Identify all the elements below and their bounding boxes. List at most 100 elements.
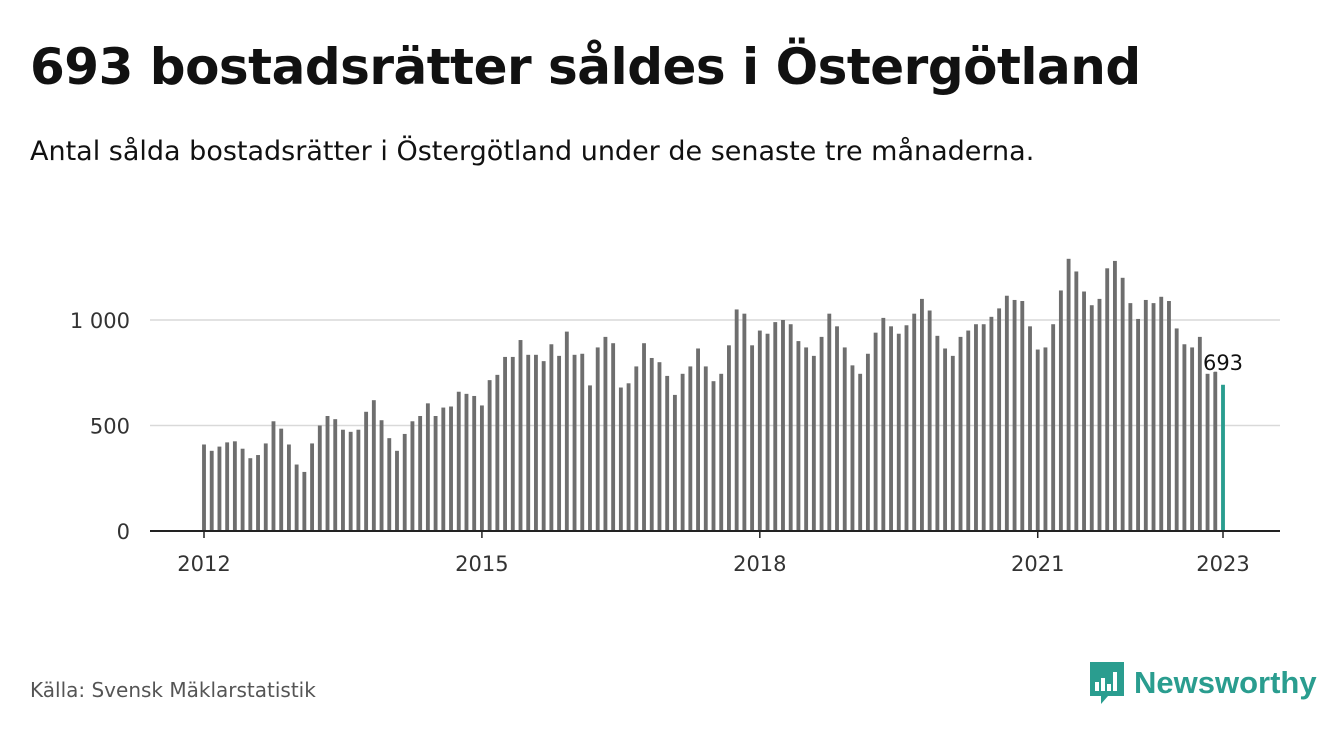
bar: [395, 450, 399, 531]
bar: [974, 324, 978, 531]
bar: [341, 429, 345, 531]
bar: [958, 336, 963, 531]
bar: [688, 366, 693, 531]
bar: [981, 324, 986, 531]
bar: [757, 330, 762, 531]
bar: [1058, 290, 1063, 531]
source-note: Källa: Svensk Mäklarstatistik: [30, 678, 316, 702]
bar: [387, 438, 392, 531]
bar: [302, 471, 307, 531]
bar: [317, 425, 322, 531]
bar: [1136, 318, 1141, 531]
bar: [1082, 291, 1086, 531]
page-subtitle: Antal sålda bostadsrätter i Östergötland…: [30, 136, 1035, 167]
bar: [804, 347, 809, 531]
bar: [256, 455, 260, 531]
page-title: 693 bostadsrätter såldes i Östergötland: [30, 38, 1141, 96]
labels: 0 500 1 000 2012 2015 2018 2021 2023 693: [70, 309, 1250, 576]
bar: [572, 354, 577, 531]
bar: [549, 344, 554, 531]
bar: [526, 354, 531, 531]
bar: [541, 361, 546, 531]
x-tick-label: 2015: [455, 552, 508, 576]
y-tick-label: 1 000: [70, 309, 130, 333]
bar: [634, 366, 639, 531]
bar: [1190, 347, 1195, 531]
bar: [225, 442, 230, 531]
bar: [1035, 349, 1040, 531]
bar: [750, 345, 755, 531]
x-tick-label: 2023: [1196, 552, 1249, 576]
bar: [1066, 258, 1071, 531]
bar: [657, 362, 662, 531]
bar: [966, 330, 971, 531]
bar: [534, 354, 538, 531]
bar: [842, 347, 847, 531]
brand-name: Newsworthy: [1134, 665, 1317, 700]
bar: [202, 444, 206, 531]
bar: [618, 387, 623, 531]
bar: [904, 325, 909, 531]
bar: [1043, 347, 1048, 531]
bar: [1174, 328, 1179, 531]
bar: [325, 416, 330, 531]
bar: [333, 419, 338, 531]
bar: [348, 431, 353, 531]
y-tick-label: 0: [117, 520, 130, 544]
bar: [742, 313, 747, 531]
bar: [209, 450, 214, 531]
bar: [564, 331, 569, 531]
bar: [1012, 299, 1017, 531]
bar: [1028, 326, 1032, 531]
bar: [765, 333, 770, 531]
bar: [1004, 295, 1009, 531]
bar: [680, 373, 685, 531]
bar: [402, 433, 407, 531]
brand-logo[interactable]: Newsworthy: [1088, 660, 1317, 706]
bar: [518, 340, 523, 531]
bar: [881, 317, 886, 531]
y-tick-label: 500: [90, 415, 130, 439]
bar-chart-speech-bubble-icon: [1090, 662, 1124, 704]
bar: [1143, 299, 1148, 531]
bar: [626, 383, 631, 531]
x-tick-label: 2012: [177, 552, 230, 576]
bar: [240, 448, 245, 531]
bar: [989, 316, 994, 531]
bar: [811, 355, 816, 531]
bar-highlight: [1221, 384, 1225, 531]
bar: [503, 356, 507, 531]
bar: [927, 310, 932, 531]
bar: [1213, 371, 1218, 531]
bar: [510, 356, 515, 531]
bar: [672, 394, 677, 531]
bar: [696, 348, 700, 531]
bar: [495, 374, 500, 531]
bar: [1120, 277, 1125, 531]
bar: [456, 391, 461, 531]
bar: [950, 355, 955, 531]
bar: [1112, 260, 1117, 531]
bar: [943, 348, 948, 531]
bar: [1128, 303, 1133, 531]
bar-chart: 0 500 1 000 2012 2015 2018 2021 2023 693: [70, 258, 1280, 576]
bar: [356, 429, 361, 531]
bar: [896, 333, 901, 531]
bar: [449, 406, 453, 531]
axes: [150, 530, 1280, 538]
bar: [835, 326, 839, 531]
bar: [1197, 336, 1202, 531]
bar: [364, 411, 369, 531]
bar: [371, 400, 376, 531]
bar: [889, 326, 893, 531]
bar: [1159, 296, 1164, 531]
bar: [912, 313, 917, 531]
bar: [1089, 305, 1094, 531]
bar: [819, 336, 824, 531]
bar: [232, 441, 237, 531]
bar: [1020, 301, 1025, 531]
x-tick-label: 2021: [1011, 552, 1064, 576]
bar: [873, 332, 878, 531]
bars: [202, 258, 1225, 531]
bar: [665, 375, 670, 531]
